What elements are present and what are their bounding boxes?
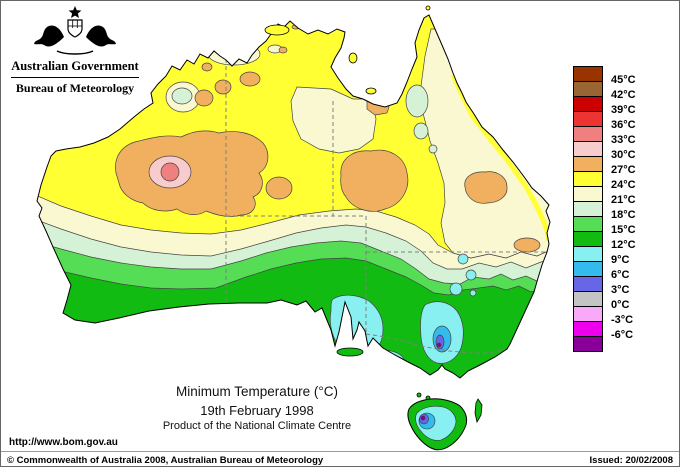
legend-label: 39°C bbox=[611, 104, 636, 116]
legend-label: 33°C bbox=[611, 134, 636, 146]
bureau-title: Bureau of Meteorology bbox=[15, 81, 135, 95]
footer-divider bbox=[1, 451, 679, 452]
legend-swatch bbox=[573, 291, 603, 307]
legend-label: 9°C bbox=[611, 254, 630, 266]
legend-label: -3°C bbox=[611, 314, 634, 326]
legend-swatch bbox=[573, 96, 603, 112]
legend-swatch bbox=[573, 231, 603, 247]
legend-swatch bbox=[573, 261, 603, 277]
legend-label: 36°C bbox=[611, 119, 636, 131]
legend-label: 3°C bbox=[611, 284, 630, 296]
legend-swatch bbox=[573, 156, 603, 172]
legend-swatch bbox=[573, 276, 603, 292]
map-product: Product of the National Climate Centre bbox=[162, 420, 352, 432]
region-gulf-cream bbox=[290, 86, 377, 154]
region-topend-cream bbox=[207, 42, 261, 66]
footer-issued: Issued: 20/02/2008 bbox=[589, 455, 673, 466]
legend-swatch bbox=[573, 216, 603, 232]
legend-label: -6°C bbox=[611, 329, 634, 341]
header-block: Australian Government Bureau of Meteorol… bbox=[9, 5, 141, 96]
legend-swatch bbox=[573, 126, 603, 142]
islands bbox=[264, 5, 483, 424]
legend-label: 30°C bbox=[611, 149, 636, 161]
region-pilbara-salmon bbox=[160, 162, 180, 182]
legend-swatch bbox=[573, 171, 603, 187]
region-kimberley-mint bbox=[171, 87, 193, 105]
map-title: Minimum Temperature (°C) bbox=[176, 384, 338, 399]
region-green-band bbox=[37, 257, 550, 378]
legend-label: 12°C bbox=[611, 239, 636, 251]
footer-url: http://www.bom.gov.au bbox=[9, 437, 118, 448]
legend-swatch bbox=[573, 201, 603, 217]
legend-swatch bbox=[573, 186, 603, 202]
legend-swatch bbox=[573, 66, 603, 82]
legend-label: 27°C bbox=[611, 164, 636, 176]
legend-label: 6°C bbox=[611, 269, 630, 281]
legend-label: 45°C bbox=[611, 74, 636, 86]
footer-copyright: © Commonwealth of Australia 2008, Austra… bbox=[7, 455, 324, 466]
legend-swatch bbox=[573, 321, 603, 337]
temperature-legend: 45°C 42°C 39°C 36°C 33°C 30°C 27°C 24°C 21°C 18°C… bbox=[573, 66, 679, 352]
tasmania bbox=[407, 398, 468, 451]
government-title: Australian Government bbox=[11, 59, 139, 73]
header-divider bbox=[11, 77, 139, 78]
map-date: 19th February 1998 bbox=[200, 403, 314, 418]
legend-swatch bbox=[573, 141, 603, 157]
legend-label: 42°C bbox=[611, 89, 636, 101]
region-central-orange bbox=[340, 149, 409, 212]
coat-of-arms-icon bbox=[34, 6, 116, 55]
legend-label: 21°C bbox=[611, 194, 636, 206]
legend-swatch bbox=[573, 246, 603, 262]
legend-label: 24°C bbox=[611, 179, 636, 191]
region-eastqld-cream bbox=[420, 28, 550, 259]
legend-swatch bbox=[573, 306, 603, 322]
legend-label: 15°C bbox=[611, 224, 636, 236]
state-borders bbox=[225, 59, 550, 354]
region-pilbara-orange bbox=[115, 130, 269, 217]
legend-label: 0°C bbox=[611, 299, 630, 311]
legend-swatch bbox=[573, 111, 603, 127]
legend-swatch bbox=[573, 336, 603, 352]
legend-swatch bbox=[573, 81, 603, 97]
legend-label: 18°C bbox=[611, 209, 636, 221]
region-sqld-orange bbox=[464, 171, 508, 204]
